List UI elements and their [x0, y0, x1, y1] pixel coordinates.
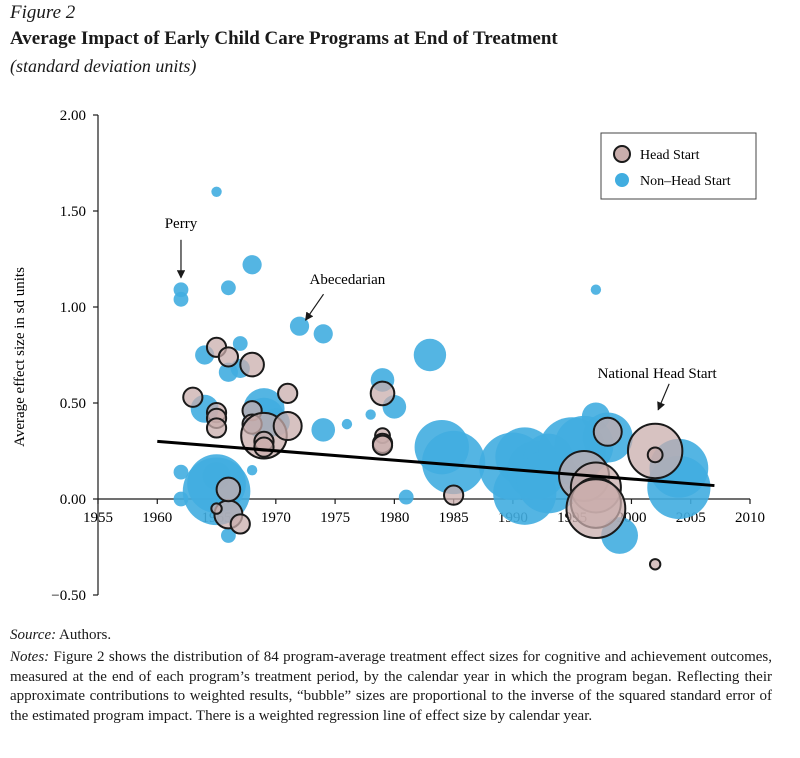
- head-start-bubble: [253, 436, 275, 458]
- head-start-bubble: [565, 478, 627, 540]
- head-start-bubble: [369, 380, 396, 407]
- annotation-arrow: [657, 383, 670, 411]
- head-start-bubble: [371, 434, 394, 456]
- head-start-bubble: [592, 416, 623, 447]
- regression-layer: [157, 439, 715, 488]
- non-head-start-bubble: [341, 418, 353, 430]
- figure-title: Average Impact of Early Child Care Progr…: [10, 28, 558, 49]
- non-head-start-bubble: [173, 291, 189, 307]
- head-start-bubble: [182, 386, 204, 408]
- y-tick-label: 1.00: [60, 300, 86, 316]
- non-head-start-bubble: [311, 418, 336, 442]
- y-axis: −0.50 0.00 0.50 1.00 1.50 2.00: [51, 108, 99, 604]
- non-head-start-bubble: [221, 528, 236, 543]
- x-tick-label: 1985: [439, 510, 469, 526]
- legend-head-start-swatch: [613, 145, 631, 163]
- regression-line: [157, 439, 715, 488]
- x-tick-label: 1955: [83, 510, 113, 526]
- annotation-arrow: [305, 293, 325, 321]
- non-head-start-bubble: [413, 338, 447, 372]
- head-start-bubble: [646, 446, 664, 464]
- non-head-start-bubble: [232, 336, 248, 351]
- chart-legend: Head Start Non–Head Start: [600, 132, 757, 200]
- annotation-label: Perry: [165, 216, 198, 232]
- non-head-start-bubble: [590, 284, 602, 295]
- annotation-label: Abecedarian: [310, 272, 386, 288]
- x-tick-label: 1970: [261, 510, 291, 526]
- annotations-layer: Perry Abecedarian National Head Start: [165, 216, 718, 411]
- annotation-label: National Head Start: [598, 366, 718, 382]
- figure-subtitle: (standard deviation units): [10, 56, 197, 76]
- x-tick-label: 2010: [735, 510, 765, 526]
- non-head-start-bubble: [242, 255, 262, 275]
- head-start-bubble: [272, 411, 303, 442]
- non-head-start-bubble: [246, 465, 258, 476]
- head-start-bubble: [239, 351, 265, 378]
- figure-label: Figure 2: [10, 2, 76, 23]
- head-start-bubble: [277, 382, 299, 404]
- y-tick-label: 1.50: [60, 204, 86, 220]
- y-tick-label: 0.00: [60, 492, 86, 508]
- head-start-bubble: [215, 476, 242, 503]
- legend-head-start-label: Head Start: [640, 148, 700, 163]
- source-note: Source: Authors.: [10, 627, 112, 643]
- non-head-start-bubble: [365, 409, 376, 420]
- notes-text: Notes: Figure 2 shows the distribution o…: [10, 649, 772, 724]
- non-head-start-bubble: [422, 430, 486, 495]
- legend-non-head-start-label: Non–Head Start: [640, 174, 731, 189]
- head-start-bubble: [648, 558, 662, 571]
- legend-box: [600, 132, 757, 200]
- y-tick-label: 2.00: [60, 108, 86, 124]
- x-tick-label: 1980: [379, 510, 409, 526]
- legend-non-head-start-swatch: [615, 173, 629, 187]
- non-head-start-bubble: [398, 489, 414, 505]
- head-start-bubble: [210, 502, 223, 515]
- y-tick-label: 0.50: [60, 396, 86, 412]
- bubble-chart: −0.500.000.501.001.502.00 19551960196519…: [12, 108, 765, 604]
- non-head-start-bubble: [211, 186, 222, 197]
- non-head-start-bubble: [221, 280, 236, 296]
- head-start-bubble: [217, 346, 239, 368]
- x-tick-label: 1960: [142, 510, 172, 526]
- head-start-bubble: [205, 417, 228, 439]
- y-tick-label: −0.50: [51, 588, 86, 604]
- y-axis-label: Average effect size in sd units: [12, 267, 28, 447]
- x-tick-label: 1975: [320, 510, 350, 526]
- head-start-bubble: [443, 484, 465, 506]
- head-start-bubble: [229, 513, 251, 535]
- non-head-start-bubble: [313, 324, 333, 344]
- non-head-start-bubble: [173, 464, 189, 480]
- non-head-start-bubble: [289, 316, 310, 336]
